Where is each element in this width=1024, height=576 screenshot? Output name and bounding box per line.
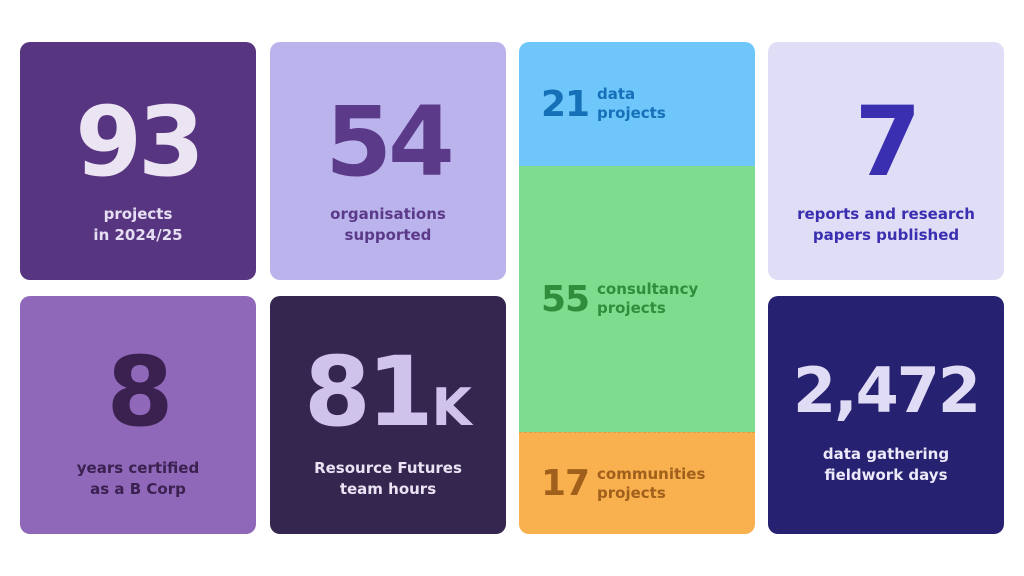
data-projects-count: 21	[541, 83, 590, 125]
stat-tile-projects: 93 projects in 2024/25	[20, 42, 256, 280]
caption-line: reports and research	[797, 205, 975, 223]
label-line: data	[597, 85, 636, 103]
data-projects-segment: 21 data projects	[519, 42, 755, 166]
fieldwork-days: 2,472	[792, 354, 981, 427]
reports-caption: reports and research papers published	[797, 204, 975, 246]
label-line: communities	[597, 464, 706, 483]
data-projects-label: data projects	[597, 85, 666, 123]
hours-suffix: K	[431, 378, 472, 438]
stat-tile-organisations: 54 organisations supported	[270, 42, 506, 280]
consultancy-projects-count: 55	[541, 278, 590, 320]
caption-line: supported	[344, 226, 432, 244]
caption-line: as a B Corp	[90, 480, 186, 498]
communities-projects-label: communities projects	[597, 465, 705, 503]
caption-line: projects	[103, 205, 173, 223]
hours-caption: Resource Futures team hours	[314, 458, 462, 500]
stat-tile-hours: 81 K Resource Futures team hours	[270, 296, 506, 534]
consultancy-projects-segment: 55 consultancy projects	[519, 166, 755, 432]
project-breakdown-column: 21 data projects 55 consultancy projects…	[519, 42, 755, 534]
communities-projects-segment: 17 communities projects	[519, 432, 755, 534]
caption-line: papers published	[812, 226, 960, 244]
label-line: consultancy	[597, 280, 699, 298]
caption-line: in 2024/25	[93, 226, 183, 244]
caption-line: years certified	[76, 459, 200, 477]
projects-caption: projects in 2024/25	[93, 204, 182, 246]
caption-line: data gathering	[822, 445, 950, 463]
hours-number: 81	[304, 336, 434, 448]
reports-count: 7	[854, 86, 922, 198]
stat-tile-reports: 7 reports and research papers published	[768, 42, 1004, 280]
label-line: projects	[597, 299, 666, 317]
bcorp-caption: years certified as a B Corp	[77, 458, 199, 500]
fieldwork-caption: data gathering fieldwork days	[823, 444, 949, 486]
consultancy-projects-label: consultancy projects	[597, 280, 698, 318]
caption-line: team hours	[339, 480, 437, 498]
hours-count: 81 K	[304, 344, 472, 440]
caption-line: Resource Futures	[314, 459, 462, 477]
bcorp-years: 8	[106, 336, 174, 448]
caption-line: fieldwork days	[824, 466, 948, 484]
stat-tile-bcorp: 8 years certified as a B Corp	[20, 296, 256, 534]
label-line: projects	[597, 483, 666, 502]
stat-tile-fieldwork: 2,472 data gathering fieldwork days	[768, 296, 1004, 534]
organisations-count: 54	[325, 86, 455, 198]
organisations-caption: organisations supported	[330, 204, 446, 246]
label-line: projects	[597, 104, 666, 122]
caption-line: organisations	[330, 205, 446, 223]
projects-count: 93	[75, 86, 205, 198]
communities-projects-count: 17	[541, 463, 590, 504]
